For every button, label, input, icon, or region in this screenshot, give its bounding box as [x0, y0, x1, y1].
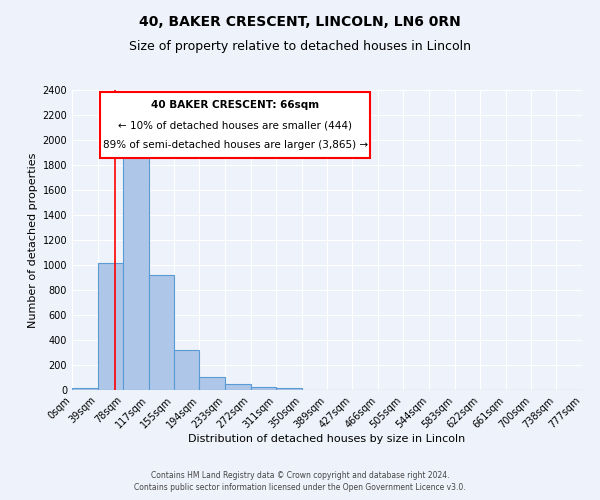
Bar — [123, 152, 149, 390]
Y-axis label: Number of detached properties: Number of detached properties — [28, 152, 38, 328]
Text: 40, BAKER CRESCENT, LINCOLN, LN6 0RN: 40, BAKER CRESCENT, LINCOLN, LN6 0RN — [139, 15, 461, 29]
Text: ← 10% of detached houses are smaller (444): ← 10% of detached houses are smaller (44… — [118, 120, 352, 130]
Text: 89% of semi-detached houses are larger (3,865) →: 89% of semi-detached houses are larger (… — [103, 140, 368, 149]
Bar — [251, 387, 276, 390]
Bar — [225, 384, 251, 390]
Bar — [72, 388, 98, 390]
Text: Contains HM Land Registry data © Crown copyright and database right 2024.: Contains HM Land Registry data © Crown c… — [151, 471, 449, 480]
Text: Size of property relative to detached houses in Lincoln: Size of property relative to detached ho… — [129, 40, 471, 53]
Bar — [98, 262, 123, 390]
Text: 40 BAKER CRESCENT: 66sqm: 40 BAKER CRESCENT: 66sqm — [151, 100, 319, 110]
Bar — [199, 377, 225, 390]
Bar — [149, 275, 174, 390]
X-axis label: Distribution of detached houses by size in Lincoln: Distribution of detached houses by size … — [188, 434, 466, 444]
Bar — [174, 350, 199, 390]
FancyBboxPatch shape — [100, 92, 370, 158]
Text: Contains public sector information licensed under the Open Government Licence v3: Contains public sector information licen… — [134, 484, 466, 492]
Bar — [276, 388, 302, 390]
